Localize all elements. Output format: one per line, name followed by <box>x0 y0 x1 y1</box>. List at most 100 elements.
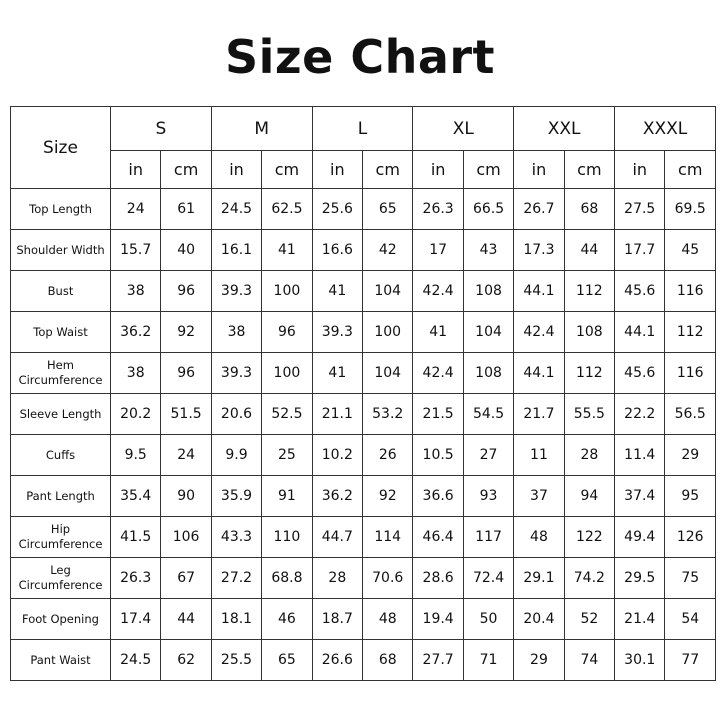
table-cell: 68 <box>563 188 616 230</box>
unit-header-cm: cm <box>664 150 716 189</box>
table-cell: 48 <box>362 598 414 640</box>
table-cell: 21.1 <box>311 393 364 435</box>
unit-header-cm: cm <box>362 150 414 189</box>
table-cell: 15.7 <box>109 229 162 271</box>
table-row: Top Length 24 61 24.5 62.5 25.6 65 26.3 66.5 26.7… <box>10 188 716 230</box>
table-cell: 29.1 <box>513 557 565 599</box>
table-cell: 9.9 <box>210 434 263 476</box>
row-label: Top Length <box>10 188 111 230</box>
table-cell: 35.9 <box>210 475 263 517</box>
table-cell: 27 <box>462 434 515 476</box>
table-cell: 27.2 <box>210 557 263 599</box>
row-label: Bust <box>10 270 111 312</box>
table-cell: 25.5 <box>210 639 263 681</box>
table-cell: 28.6 <box>412 557 464 599</box>
size-header-xxxl: XXXL <box>614 106 716 151</box>
table-cell: 42.4 <box>513 311 565 353</box>
table-cell: 21.4 <box>614 598 666 640</box>
table-cell: 10.2 <box>311 434 364 476</box>
table-cell: 104 <box>462 311 515 353</box>
table-cell: 17.3 <box>513 229 565 271</box>
table-cell: 92 <box>362 475 414 517</box>
unit-header-cm: cm <box>261 150 313 189</box>
table-cell: 54 <box>664 598 716 640</box>
table-cell: 56.5 <box>664 393 716 435</box>
unit-header-cm: cm <box>563 150 616 189</box>
row-label: Shoulder Width <box>10 229 111 271</box>
table-cell: 96 <box>160 352 212 394</box>
table-cell: 117 <box>462 516 515 558</box>
table-cell: 104 <box>362 352 414 394</box>
table-cell: 29 <box>664 434 716 476</box>
unit-header-in: in <box>109 150 162 189</box>
row-label: Hip Circumference <box>10 516 111 558</box>
table-cell: 112 <box>563 352 616 394</box>
table-cell: 108 <box>563 311 616 353</box>
table-cell: 20.6 <box>210 393 263 435</box>
table-cell: 108 <box>462 352 515 394</box>
table-cell: 67 <box>160 557 212 599</box>
table-row: Hip Circumference 41.5 106 43.3 110 44.7 114 46… <box>10 516 716 558</box>
table-row: Hem Circumference 38 96 39.3 100 41 104 42.4 108… <box>10 352 716 394</box>
table-cell: 41 <box>261 229 313 271</box>
table-cell: 38 <box>210 311 263 353</box>
unit-header-cm: cm <box>462 150 515 189</box>
table-cell: 41.5 <box>109 516 162 558</box>
table-cell: 41 <box>412 311 464 353</box>
unit-header-in: in <box>210 150 263 189</box>
table-cell: 55.5 <box>563 393 616 435</box>
table-cell: 30.1 <box>614 639 666 681</box>
table-cell: 42 <box>362 229 414 271</box>
table-cell: 39.3 <box>311 311 364 353</box>
row-label: Leg Circumference <box>10 557 111 599</box>
unit-header-row: in cm in cm in cm in cm in cm in cm <box>11 150 716 189</box>
table-cell: 18.1 <box>210 598 263 640</box>
table-cell: 35.4 <box>109 475 162 517</box>
table-row: Top Waist 36.2 92 38 96 39.3 100 41 104 42.4 108 44… <box>10 311 716 353</box>
table-cell: 44.7 <box>311 516 364 558</box>
table-cell: 74 <box>563 639 616 681</box>
table-cell: 28 <box>563 434 616 476</box>
table-row: Cuffs 9.5 24 9.9 25 10.2 26 10.5 27 11 28 11.4 29 <box>10 434 716 476</box>
table-cell: 74.2 <box>563 557 616 599</box>
table-cell: 28 <box>311 557 364 599</box>
table-cell: 45.6 <box>614 270 666 312</box>
table-cell: 95 <box>664 475 716 517</box>
table-cell: 37 <box>513 475 565 517</box>
table-cell: 126 <box>664 516 716 558</box>
table-cell: 39.3 <box>210 270 263 312</box>
table-cell: 26.6 <box>311 639 364 681</box>
table-cell: 65 <box>362 188 414 230</box>
table-cell: 62.5 <box>261 188 313 230</box>
table-row: Sleeve Length 20.2 51.5 20.6 52.5 21.1 53.2 21.… <box>10 393 716 435</box>
table-cell: 104 <box>362 270 414 312</box>
table-cell: 100 <box>261 270 313 312</box>
unit-header-in: in <box>513 150 565 189</box>
table-cell: 77 <box>664 639 716 681</box>
table-cell: 110 <box>261 516 313 558</box>
table-cell: 91 <box>261 475 313 517</box>
table-cell: 24.5 <box>210 188 263 230</box>
size-chart-table: Size S M L XL XXL XXXL in cm in cm in cm in cm in cm in… <box>10 106 716 681</box>
size-header-row: Size S M L XL XXL XXXL <box>10 106 716 189</box>
row-label: Pant Length <box>10 475 111 517</box>
table-cell: 45 <box>664 229 716 271</box>
table-row: Foot Opening 17.4 44 18.1 46 18.7 48 19.4 50 20.4… <box>10 598 716 640</box>
table-cell: 96 <box>261 311 313 353</box>
table-cell: 48 <box>513 516 565 558</box>
table-cell: 38 <box>109 352 162 394</box>
table-cell: 42.4 <box>412 352 464 394</box>
table-cell: 66.5 <box>462 188 515 230</box>
table-cell: 26 <box>362 434 414 476</box>
table-cell: 52 <box>563 598 616 640</box>
table-cell: 49.4 <box>614 516 666 558</box>
table-cell: 94 <box>563 475 616 517</box>
table-cell: 26.7 <box>513 188 565 230</box>
table-cell: 43.3 <box>210 516 263 558</box>
table-cell: 36.2 <box>109 311 162 353</box>
table-cell: 44.1 <box>614 311 666 353</box>
table-row: Pant Length 35.4 90 35.9 91 36.2 92 36.6 93 37 94 3… <box>10 475 716 517</box>
table-cell: 25 <box>261 434 313 476</box>
table-cell: 11 <box>513 434 565 476</box>
table-cell: 10.5 <box>412 434 464 476</box>
